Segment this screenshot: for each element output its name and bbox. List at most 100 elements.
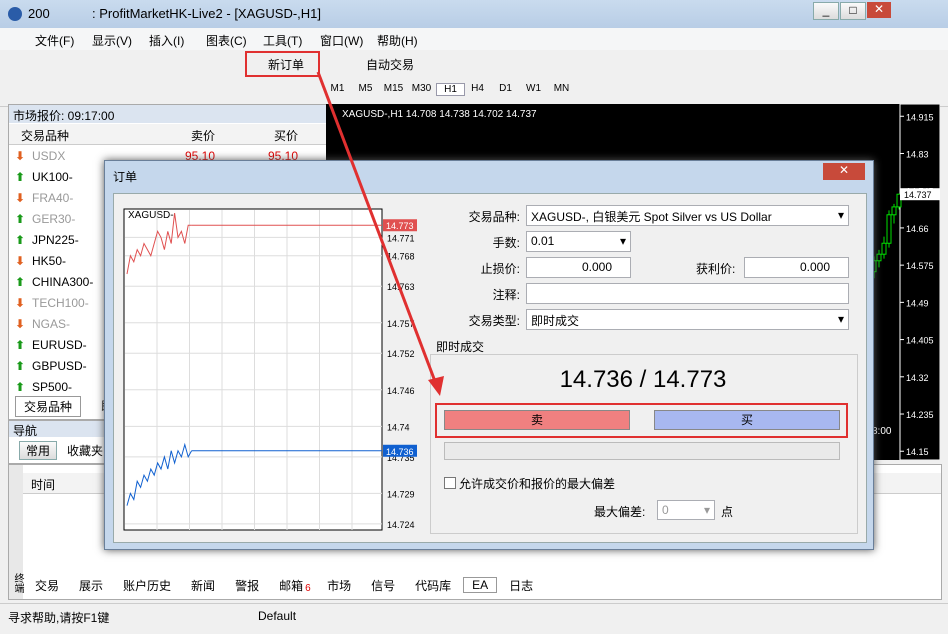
price-label: 14.773 (386, 221, 414, 231)
y-tick-label: 14.771 (387, 233, 415, 243)
unit: 点 (721, 505, 734, 519)
label: 获利价: (696, 262, 736, 276)
auto-trading[interactable]: 自动交易 (366, 58, 415, 72)
menu-item[interactable]: 图表(C) (206, 34, 247, 48)
y-tick-label: 14.15 (906, 447, 929, 457)
tab[interactable]: 日志 (509, 579, 534, 593)
symbol[interactable]: CHINA300- (32, 275, 94, 289)
sl-input[interactable]: 0.000 (526, 257, 631, 278)
minimize[interactable]: _ (813, 2, 839, 20)
tab[interactable]: 邮箱 (279, 579, 304, 593)
timeframe[interactable]: M5 (358, 83, 373, 94)
symbol[interactable]: GER30- (32, 212, 76, 226)
check-label: 允许成交价和报价的最大偏差 (459, 477, 616, 491)
value: XAGUSD-, 白银美元 Spot Silver vs US Dollar (531, 210, 772, 224)
menu-item[interactable]: 显示(V) (92, 34, 132, 48)
timeframe[interactable]: MN (553, 83, 570, 94)
y-tick-label: 14.915 (906, 112, 934, 122)
y-tick-label: 14.724 (387, 520, 415, 530)
symbol[interactable]: TECH100- (32, 296, 89, 310)
side: 终端 (9, 465, 23, 599)
symbol[interactable]: USDX (32, 149, 66, 163)
menu-item[interactable]: 工具(T) (263, 34, 303, 48)
timeframe[interactable]: H1 (436, 83, 465, 96)
menu-item[interactable]: 文件(F) (35, 34, 75, 48)
tab[interactable]: EA (463, 577, 498, 593)
candle-body (896, 193, 902, 208)
panel-header: 市场报价: 09:17:00 (9, 105, 327, 123)
tab[interactable]: 新闻 (191, 579, 216, 593)
symbol[interactable]: SP500- (32, 380, 73, 394)
checkbox[interactable] (444, 477, 456, 489)
new-order[interactable]: 新订单 (268, 58, 305, 72)
tab[interactable]: 交易品种 (15, 396, 82, 417)
title: : ProfitMarketHK-Live2 - [XAGUSD-,H1] (92, 6, 321, 21)
type-select[interactable]: 即时成交 ▾ (526, 309, 849, 330)
timeframe[interactable]: M30 (411, 83, 432, 94)
buy-button[interactable]: 买 (654, 410, 840, 430)
timeframe[interactable]: D1 (499, 83, 512, 94)
menu-item[interactable]: 插入(I) (149, 34, 185, 48)
timeframe[interactable]: M15 (383, 83, 404, 94)
trend-icon: ⬆ (15, 359, 26, 373)
tab[interactable]: 账户历史 (123, 579, 172, 593)
highlight (435, 403, 848, 438)
tab[interactable]: 展示 (79, 579, 104, 593)
close[interactable]: ✕ (867, 2, 891, 18)
trend-icon: ⬆ (15, 233, 26, 247)
comment-input[interactable] (526, 283, 849, 304)
price-scale (899, 104, 940, 460)
title-prefix: 200 (28, 6, 50, 21)
label: 交易品种: (468, 210, 520, 224)
tp-input[interactable]: 0.000 (744, 257, 849, 278)
tab[interactable]: 交易 (35, 579, 60, 593)
deviation-input[interactable]: 0 ▾ (657, 500, 715, 520)
value: 即时成交 (531, 314, 580, 328)
y-tick-label: 14.405 (906, 336, 934, 346)
column: 时间 (31, 478, 56, 492)
tab[interactable]: 收藏夹 (67, 444, 104, 458)
volume-select[interactable]: 0.01 ▾ (526, 231, 631, 252)
trend-icon: ⬇ (15, 149, 26, 163)
tab[interactable]: 市场 (327, 579, 352, 593)
label: 止损价: (480, 262, 520, 276)
tab[interactable]: 信号 (371, 579, 396, 593)
candle-body (881, 242, 887, 255)
y-tick-label: 14.763 (387, 282, 415, 292)
tick-line (126, 212, 192, 275)
tick-line (126, 442, 193, 506)
tab[interactable]: 常用 (19, 441, 57, 460)
symbol[interactable]: EURUSD- (32, 338, 87, 352)
timeframe[interactable]: H4 (471, 83, 484, 94)
value: 0.01 (531, 234, 555, 248)
plot-area (123, 208, 383, 531)
timeframe[interactable]: M1 (330, 83, 345, 94)
tab[interactable]: 警报 (235, 579, 260, 593)
order-dialog: 订单 ✕ XAGUSD- 14.771 14.768 14.763 14.757 14.… (104, 160, 874, 550)
symbol-select[interactable]: XAGUSD-, 白银美元 Spot Silver vs US Dollar ▾ (526, 205, 849, 226)
timeframe[interactable]: W1 (526, 83, 541, 94)
tab[interactable]: 代码库 (415, 579, 452, 593)
menu-item[interactable]: 帮助(H) (377, 34, 418, 48)
title-bar: 200 : ProfitMarketHK-Live2 - [XAGUSD-,H1… (0, 0, 948, 28)
label: 注释: (492, 288, 520, 302)
dialog-title: 订单 (113, 170, 138, 184)
status-bar: 寻求帮助,请按F1键 Default (0, 603, 948, 634)
y-tick-label: 14.32 (906, 373, 929, 383)
menu-item[interactable]: 窗口(W) (320, 34, 364, 48)
symbol[interactable]: NGAS- (32, 317, 71, 331)
close[interactable]: ✕ (823, 163, 865, 180)
sell-button[interactable]: 卖 (444, 410, 630, 430)
symbol[interactable]: FRA40- (32, 191, 74, 205)
column: 买价 (274, 129, 299, 143)
symbol[interactable]: JPN225- (32, 233, 79, 247)
maximize[interactable]: □ (840, 2, 866, 20)
symbol[interactable]: UK100- (32, 170, 73, 184)
y-tick-label: 14.83 (906, 149, 929, 159)
label: 交易类型: (468, 314, 520, 328)
bid: 95.10 (185, 149, 216, 163)
symbol[interactable]: HK50- (32, 254, 67, 268)
help: 寻求帮助,请按F1键 (8, 611, 110, 625)
trend-icon: ⬇ (15, 191, 26, 205)
symbol[interactable]: GBPUSD- (32, 359, 87, 373)
